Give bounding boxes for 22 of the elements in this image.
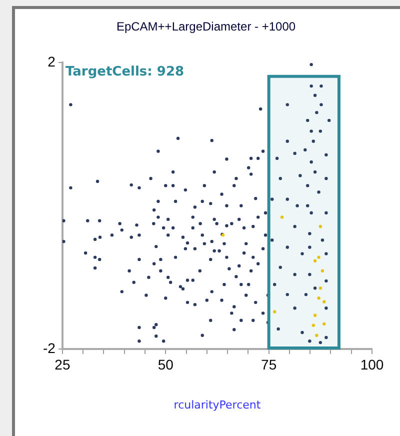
point <box>280 216 284 219</box>
x-tick-label: 75 <box>261 356 277 372</box>
point <box>312 324 315 327</box>
point <box>272 310 276 314</box>
point <box>318 224 322 228</box>
point <box>313 259 317 262</box>
x-axis-title: rcularityPercent <box>174 398 262 412</box>
y-tick-label: -2 <box>42 340 56 356</box>
band-label: TargetCells: 928 <box>65 64 184 80</box>
y-tick-label: 2 <box>48 53 56 70</box>
point <box>315 334 318 337</box>
point <box>322 322 326 326</box>
point <box>318 286 322 290</box>
point <box>320 269 324 272</box>
chart-title: EpCAM++LargeDiameter - +1000 <box>116 20 296 34</box>
x-tick-label: 25 <box>54 356 70 372</box>
x-tick-label: 50 <box>158 356 174 372</box>
point <box>313 314 317 317</box>
point <box>317 256 320 259</box>
point <box>317 296 320 300</box>
x-tick-label: 100 <box>360 356 384 372</box>
point <box>322 300 326 304</box>
